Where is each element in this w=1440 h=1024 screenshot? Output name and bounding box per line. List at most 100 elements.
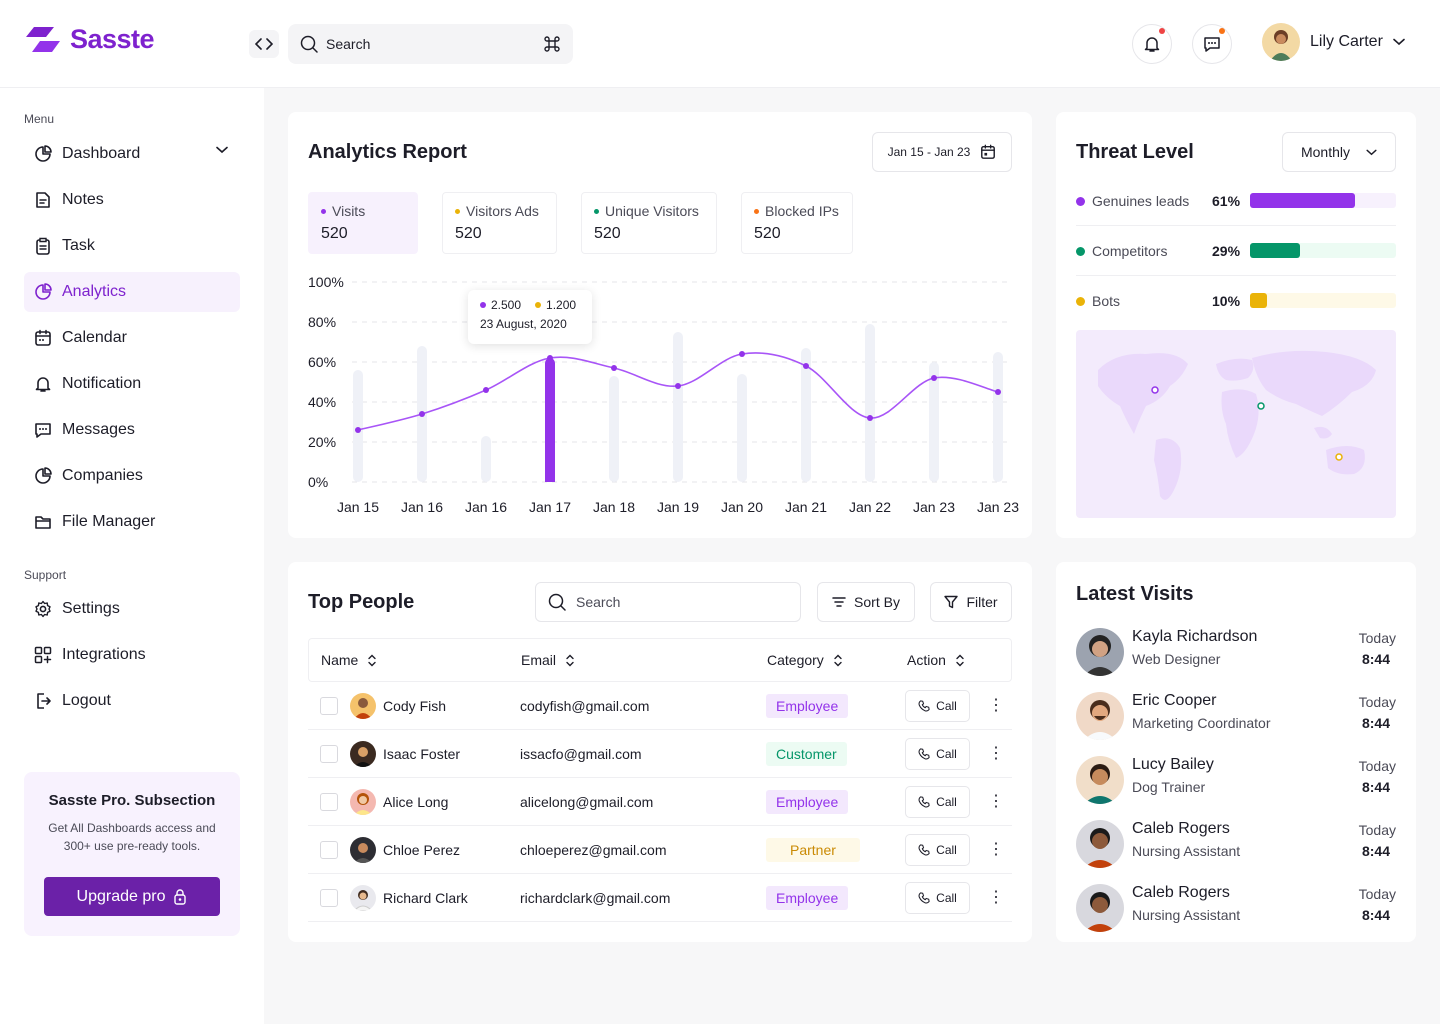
chart-bar bbox=[673, 332, 683, 482]
people-search-input[interactable]: Search bbox=[535, 582, 801, 622]
more-options-icon[interactable]: ⋮ bbox=[988, 697, 1004, 714]
call-button[interactable]: Call bbox=[905, 882, 970, 914]
chart-point bbox=[931, 375, 937, 381]
x-tick-label: Jan 19 bbox=[657, 499, 699, 515]
calendar-icon bbox=[981, 144, 996, 159]
stat-visitors-ads[interactable]: Visitors Ads 520 bbox=[442, 192, 557, 254]
notification-dot bbox=[1159, 28, 1165, 34]
sidebar-item-label: Calendar bbox=[62, 329, 127, 346]
sort-arrows-icon bbox=[834, 654, 842, 666]
call-button[interactable]: Call bbox=[905, 690, 970, 722]
visit-day: Today bbox=[1358, 886, 1396, 902]
row-checkbox[interactable] bbox=[320, 841, 338, 859]
messages-button[interactable] bbox=[1192, 24, 1232, 64]
sidebar-item-analytics[interactable]: Analytics bbox=[24, 272, 240, 312]
row-checkbox[interactable] bbox=[320, 745, 338, 763]
chart-bar bbox=[993, 352, 1003, 482]
sidebar-item-logout[interactable]: Logout bbox=[24, 681, 240, 721]
bell-icon bbox=[1144, 37, 1160, 52]
period-dropdown[interactable]: Monthly bbox=[1282, 132, 1396, 172]
column-header-email[interactable]: Email bbox=[521, 652, 574, 668]
stat-value: 520 bbox=[455, 225, 482, 242]
logout-icon bbox=[37, 693, 51, 709]
latest-visits-card: Latest Visits Kayla Richardson Web Desig… bbox=[1056, 562, 1416, 942]
chart-point bbox=[547, 355, 553, 361]
sort-arrows-icon bbox=[566, 654, 574, 666]
sidebar-item-settings[interactable]: Settings bbox=[24, 589, 240, 629]
sidebar-item-file-manager[interactable]: File Manager bbox=[24, 502, 240, 542]
filter-button[interactable]: Filter bbox=[930, 582, 1012, 622]
map-marker[interactable] bbox=[1257, 402, 1265, 410]
visit-item[interactable]: Caleb Rogers Nursing Assistant Today 8:4… bbox=[1076, 820, 1396, 870]
notification-button[interactable] bbox=[1132, 24, 1172, 64]
sidebar-item-notification[interactable]: Notification bbox=[24, 364, 240, 404]
more-options-icon[interactable]: ⋮ bbox=[988, 889, 1004, 906]
row-checkbox[interactable] bbox=[320, 697, 338, 715]
table-row: Richard Clark richardclark@gmail.com Emp… bbox=[308, 874, 1012, 922]
upgrade-promo-card: Sasste Pro. Subsection Get All Dashboard… bbox=[24, 772, 240, 936]
folder-icon bbox=[35, 516, 51, 529]
date-range-picker[interactable]: Jan 15 - Jan 23 bbox=[872, 132, 1012, 172]
stat-visits[interactable]: Visits 520 bbox=[308, 192, 418, 254]
visit-item[interactable]: Lucy Bailey Dog Trainer Today 8:44 bbox=[1076, 756, 1396, 806]
row-checkbox[interactable] bbox=[320, 889, 338, 907]
person-email: issacfo@gmail.com bbox=[520, 746, 642, 762]
chart-bar bbox=[865, 324, 875, 482]
sort-by-button[interactable]: Sort By bbox=[817, 582, 915, 622]
y-tick-label: 100% bbox=[308, 274, 344, 290]
stat-blocked-ips[interactable]: Blocked IPs 520 bbox=[741, 192, 853, 254]
person-name: Richard Clark bbox=[383, 890, 468, 906]
call-button[interactable]: Call bbox=[905, 738, 970, 770]
more-options-icon[interactable]: ⋮ bbox=[988, 745, 1004, 762]
column-label: Action bbox=[907, 652, 946, 668]
sidebar-item-label: Companies bbox=[62, 467, 143, 484]
row-checkbox[interactable] bbox=[320, 793, 338, 811]
sidebar-item-notes[interactable]: Notes bbox=[24, 180, 240, 220]
x-tick-label: Jan 20 bbox=[721, 499, 763, 515]
visitor-name: Caleb Rogers bbox=[1132, 884, 1230, 901]
top-search-input[interactable]: Search bbox=[288, 24, 573, 64]
column-label: Category bbox=[767, 652, 824, 668]
column-header-category[interactable]: Category bbox=[767, 652, 842, 668]
avatar bbox=[1076, 628, 1124, 676]
phone-icon bbox=[918, 700, 930, 712]
visitor-role: Nursing Assistant bbox=[1132, 843, 1241, 859]
visit-item[interactable]: Caleb Rogers Nursing Assistant Today 8:4… bbox=[1076, 884, 1396, 934]
visit-item[interactable]: Eric Cooper Marketing Coordinator Today … bbox=[1076, 692, 1396, 742]
sidebar-item-companies[interactable]: Companies bbox=[24, 456, 240, 496]
upgrade-pro-button[interactable]: Upgrade pro bbox=[44, 877, 220, 916]
map-marker[interactable] bbox=[1151, 386, 1159, 394]
avatar bbox=[1076, 820, 1124, 868]
code-brackets-icon bbox=[255, 38, 273, 50]
sidebar-item-dashboard[interactable]: Dashboard bbox=[24, 134, 240, 174]
call-label: Call bbox=[936, 699, 957, 713]
call-button[interactable]: Call bbox=[905, 834, 970, 866]
sidebar-item-label: Logout bbox=[62, 692, 111, 709]
grid-plus-icon bbox=[34, 646, 52, 664]
avatar bbox=[350, 885, 376, 911]
chart-point bbox=[675, 383, 681, 389]
column-label: Email bbox=[521, 652, 557, 668]
column-header-name[interactable]: Name bbox=[321, 652, 377, 668]
collapse-sidebar-button[interactable] bbox=[249, 30, 279, 58]
map-marker[interactable] bbox=[1335, 453, 1343, 461]
column-header-action[interactable]: Action bbox=[907, 652, 964, 668]
call-button[interactable]: Call bbox=[905, 786, 970, 818]
sidebar-item-integrations[interactable]: Integrations bbox=[24, 635, 240, 675]
sidebar-item-task[interactable]: Task bbox=[24, 226, 240, 266]
user-menu[interactable]: Lily Carter bbox=[1262, 23, 1405, 61]
more-options-icon[interactable]: ⋮ bbox=[988, 793, 1004, 810]
legend-dot bbox=[1076, 246, 1085, 256]
analytics-report-card: Analytics Report Jan 15 - Jan 23 Visits … bbox=[288, 112, 1032, 538]
threat-percent: 10% bbox=[1212, 293, 1241, 309]
sidebar-item-messages[interactable]: Messages bbox=[24, 410, 240, 450]
date-range-label: Jan 15 - Jan 23 bbox=[887, 145, 971, 159]
table-row: Chloe Perez chloeperez@gmail.com Partner… bbox=[308, 826, 1012, 874]
logo[interactable]: Sasste bbox=[24, 24, 155, 55]
visit-item[interactable]: Kayla Richardson Web Designer Today 8:44 bbox=[1076, 628, 1396, 678]
x-tick-label: Jan 23 bbox=[977, 499, 1019, 515]
stat-unique-visitors[interactable]: Unique Visitors 520 bbox=[581, 192, 717, 254]
sidebar-item-calendar[interactable]: Calendar bbox=[24, 318, 240, 358]
more-options-icon[interactable]: ⋮ bbox=[988, 841, 1004, 858]
threat-title: Threat Level bbox=[1076, 141, 1194, 163]
